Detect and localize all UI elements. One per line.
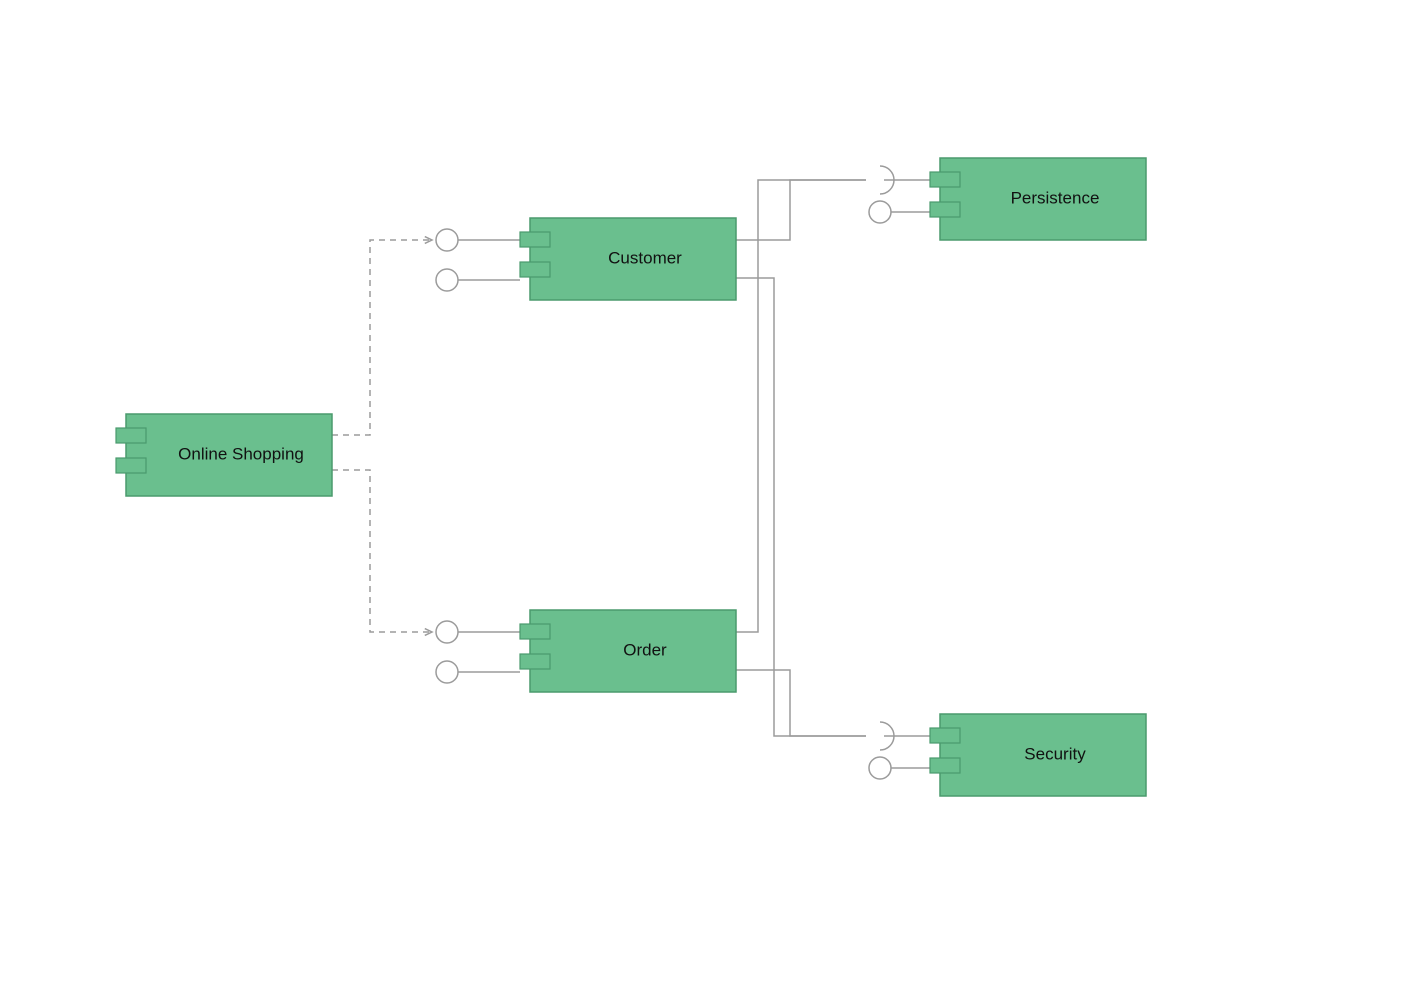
edge-e-customer-persist bbox=[736, 180, 866, 240]
provided-interface-if-customer-top bbox=[436, 229, 458, 251]
component-persistence: Persistence bbox=[930, 158, 1146, 240]
provided-interface-if-order-bot bbox=[436, 661, 458, 683]
edge-e-order-persist bbox=[736, 180, 866, 632]
component-diagram: Online Shopping Customer Order Persistence S… bbox=[0, 0, 1406, 990]
component-label-order: Order bbox=[623, 640, 667, 659]
component-tab1-customer bbox=[520, 232, 550, 247]
edge-e-customer-security bbox=[736, 278, 866, 736]
component-tab2-order bbox=[520, 654, 550, 669]
provided-interface-if-customer-bot bbox=[436, 269, 458, 291]
component-tab1-order bbox=[520, 624, 550, 639]
components-layer: Online Shopping Customer Order Persistence S… bbox=[116, 158, 1146, 796]
component-order: Order bbox=[520, 610, 736, 692]
component-online-shopping: Online Shopping bbox=[116, 414, 332, 496]
component-label-security: Security bbox=[1024, 744, 1086, 763]
component-tab2-persistence bbox=[930, 202, 960, 217]
edge-e-os-order bbox=[332, 470, 432, 632]
component-customer: Customer bbox=[520, 218, 736, 300]
component-tab2-online-shopping bbox=[116, 458, 146, 473]
edge-e-os-customer bbox=[332, 240, 432, 435]
component-label-customer: Customer bbox=[608, 248, 682, 267]
component-tab2-customer bbox=[520, 262, 550, 277]
component-label-persistence: Persistence bbox=[1011, 188, 1100, 207]
component-tab1-persistence bbox=[930, 172, 960, 187]
component-tab1-online-shopping bbox=[116, 428, 146, 443]
component-label-online-shopping: Online Shopping bbox=[178, 444, 304, 463]
provided-interface-if-persist-bot bbox=[869, 201, 891, 223]
component-tab1-security bbox=[930, 728, 960, 743]
edge-e-order-security bbox=[736, 670, 866, 736]
component-tab2-security bbox=[930, 758, 960, 773]
provided-interface-if-order-top bbox=[436, 621, 458, 643]
provided-interface-if-security-bot bbox=[869, 757, 891, 779]
component-security: Security bbox=[930, 714, 1146, 796]
